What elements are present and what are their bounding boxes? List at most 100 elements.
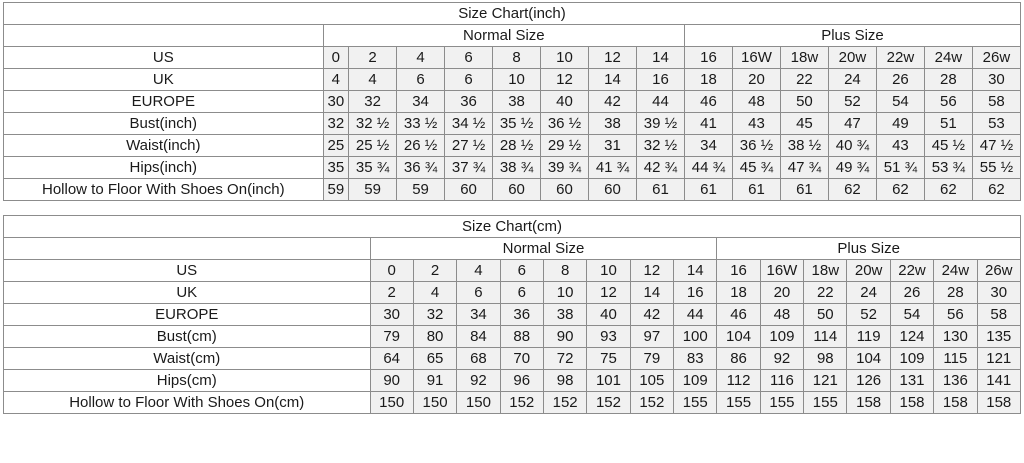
data-cell: 83 [673, 347, 718, 370]
data-cell: 92 [759, 347, 805, 370]
data-cell: 46 [716, 303, 761, 326]
table-row: US 0 2 4 6 8 10 12 14 16 16W 18w 20w 22w 24w 26w [3, 259, 1022, 282]
data-cell: 38 ½ [779, 134, 829, 157]
data-cell: 39 ¾ [540, 156, 590, 179]
data-cell: 109 [759, 325, 805, 348]
data-cell: 12 [629, 259, 675, 282]
data-cell: 25 [322, 134, 350, 157]
data-cell: 130 [933, 325, 978, 348]
data-cell: 14 [629, 281, 675, 304]
data-cell: 0 [322, 46, 350, 69]
data-cell: 41 ¾ [588, 156, 637, 179]
data-cell: 97 [629, 325, 675, 348]
table-row: Hips(inch) 35 35 ¾ 36 ¾ 37 ¾ 38 ¾ 39 ¾ 41 ¾ 42 ¾… [3, 156, 1022, 179]
data-cell: 22w [875, 46, 925, 69]
group-header-row: Normal Size Plus Size [3, 24, 1022, 47]
data-cell: 92 [456, 369, 501, 392]
data-cell: 6 [499, 259, 544, 282]
data-cell: 56 [933, 303, 978, 326]
data-cell: 32 [322, 112, 350, 135]
data-cell: 16 [636, 68, 685, 91]
size-chart-inch: Size Chart(inch) Normal Size Plus Size US 0… [3, 0, 1022, 201]
data-cell: 35 ½ [492, 112, 542, 135]
data-cell: 79 [629, 347, 675, 370]
data-cell: 48 [759, 303, 805, 326]
data-cell: 155 [673, 391, 718, 414]
data-cell: 52 [827, 90, 877, 113]
data-cell: 124 [889, 325, 935, 348]
group-header-spacer [3, 24, 324, 47]
data-cell: 4 [396, 46, 446, 69]
data-cell: 49 ¾ [827, 156, 877, 179]
data-cell: 59 [396, 178, 446, 201]
data-cell: 49 [875, 112, 925, 135]
data-cell: 14 [636, 46, 685, 69]
data-cell: 141 [976, 369, 1022, 392]
data-cell: 30 [976, 281, 1022, 304]
row-label: Hips(inch) [3, 156, 324, 179]
data-cell: 50 [803, 303, 848, 326]
group-header-normal-size: Normal Size [322, 24, 685, 47]
data-cell: 30 [971, 68, 1022, 91]
table-row: US 0 2 4 6 8 10 12 14 16 16W 18w 20w 22w 24w 26w [3, 46, 1022, 69]
data-cell: 16 [716, 259, 761, 282]
group-header-plus-size: Plus Size [683, 24, 1022, 47]
data-cell: 62 [827, 178, 877, 201]
size-table-cm: Size Chart(cm) Normal Size Plus Size US 0 2 4… [3, 215, 1022, 414]
data-cell: 40 ¾ [827, 134, 877, 157]
data-cell: 42 [629, 303, 675, 326]
data-cell: 150 [456, 391, 501, 414]
row-label: UK [3, 68, 324, 91]
row-label: US [3, 46, 324, 69]
row-label: Hollow to Floor With Shoes On(cm) [3, 391, 371, 414]
data-cell: 80 [412, 325, 458, 348]
data-cell: 75 [586, 347, 631, 370]
data-cell: 22 [779, 68, 829, 91]
data-cell: 93 [586, 325, 631, 348]
table-row: Bust(inch) 32 32 ½ 33 ½ 34 ½ 35 ½ 36 ½ 38 39 ½ 41… [3, 112, 1022, 135]
data-cell: 88 [499, 325, 544, 348]
data-cell: 62 [971, 178, 1022, 201]
data-cell: 50 [779, 90, 829, 113]
row-label: US [3, 259, 371, 282]
data-cell: 109 [889, 347, 935, 370]
data-cell: 34 ½ [444, 112, 494, 135]
row-label: UK [3, 281, 371, 304]
group-header-plus-size: Plus Size [716, 237, 1021, 260]
data-cell: 14 [588, 68, 637, 91]
data-cell: 158 [889, 391, 935, 414]
data-cell: 45 [779, 112, 829, 135]
data-cell: 109 [673, 369, 718, 392]
data-cell: 24w [923, 46, 973, 69]
data-cell: 35 ¾ [348, 156, 398, 179]
data-cell: 20 [731, 68, 781, 91]
data-cell: 6 [396, 68, 446, 91]
data-cell: 6 [444, 46, 494, 69]
row-label: Waist(cm) [3, 347, 371, 370]
data-cell: 61 [683, 178, 733, 201]
data-cell: 30 [322, 90, 350, 113]
data-cell: 41 [683, 112, 733, 135]
data-cell: 10 [542, 281, 588, 304]
data-cell: 16 [683, 46, 733, 69]
data-cell: 33 ½ [396, 112, 446, 135]
data-cell: 114 [803, 325, 848, 348]
data-cell: 121 [976, 347, 1022, 370]
data-cell: 10 [540, 46, 590, 69]
data-cell: 90 [542, 325, 588, 348]
data-cell: 4 [322, 68, 350, 91]
data-cell: 104 [716, 325, 761, 348]
data-cell: 105 [629, 369, 675, 392]
data-cell: 12 [540, 68, 590, 91]
data-cell: 54 [889, 303, 935, 326]
data-cell: 47 ½ [971, 134, 1022, 157]
row-label: EUROPE [3, 303, 371, 326]
data-cell: 155 [759, 391, 805, 414]
data-cell: 4 [412, 281, 458, 304]
table-row: Bust(cm) 79 80 84 88 90 93 97 100 104 109 114 119 124… [3, 325, 1022, 348]
data-cell: 150 [369, 391, 414, 414]
data-cell: 60 [540, 178, 590, 201]
data-cell: 100 [673, 325, 718, 348]
table-row: UK 4 4 6 6 10 12 14 16 18 20 22 24 26 28 30 [3, 68, 1022, 91]
data-cell: 54 [875, 90, 925, 113]
